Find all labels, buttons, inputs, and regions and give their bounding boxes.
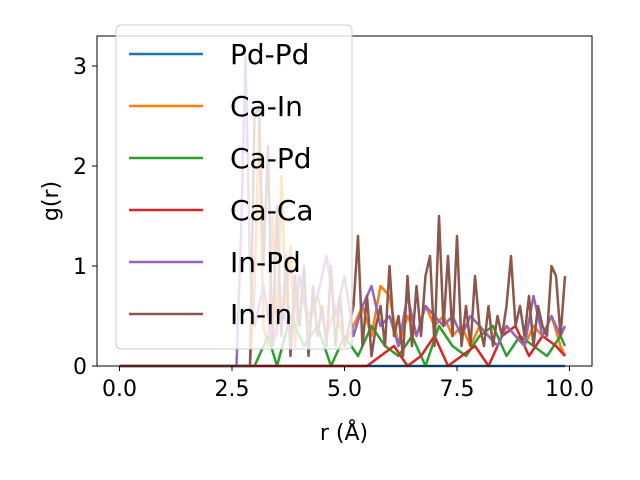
y-axis: 0 1 2 3	[73, 55, 97, 380]
y-tick-label: 0	[73, 355, 87, 380]
legend-label-in-in: In-In	[230, 298, 292, 331]
y-axis-label: g(r)	[39, 181, 64, 221]
x-axis: 0.0 2.5 5.0 7.5 10.0	[102, 366, 594, 402]
y-tick-label: 2	[73, 155, 87, 180]
series-line-ca-ca	[119, 324, 566, 368]
x-tick-label: 5.0	[327, 377, 362, 402]
x-tick-label: 7.5	[440, 377, 475, 402]
x-tick-label: 0.0	[102, 377, 137, 402]
legend-label-ca-ca: Ca-Ca	[230, 194, 314, 227]
y-tick-label: 1	[73, 255, 87, 280]
x-tick-label: 10.0	[545, 377, 594, 402]
legend-label-ca-pd: Ca-Pd	[230, 142, 311, 175]
legend-label-pd-pd: Pd-Pd	[230, 38, 309, 71]
x-tick-label: 2.5	[215, 377, 250, 402]
x-axis-label: r (Å)	[320, 419, 368, 446]
legend-label-in-pd: In-Pd	[230, 246, 301, 279]
legend: Pd-Pd Ca-In Ca-Pd Ca-Ca In-Pd In-In	[115, 24, 353, 350]
y-tick-label: 3	[73, 55, 87, 80]
legend-label-ca-in: Ca-In	[230, 90, 303, 123]
